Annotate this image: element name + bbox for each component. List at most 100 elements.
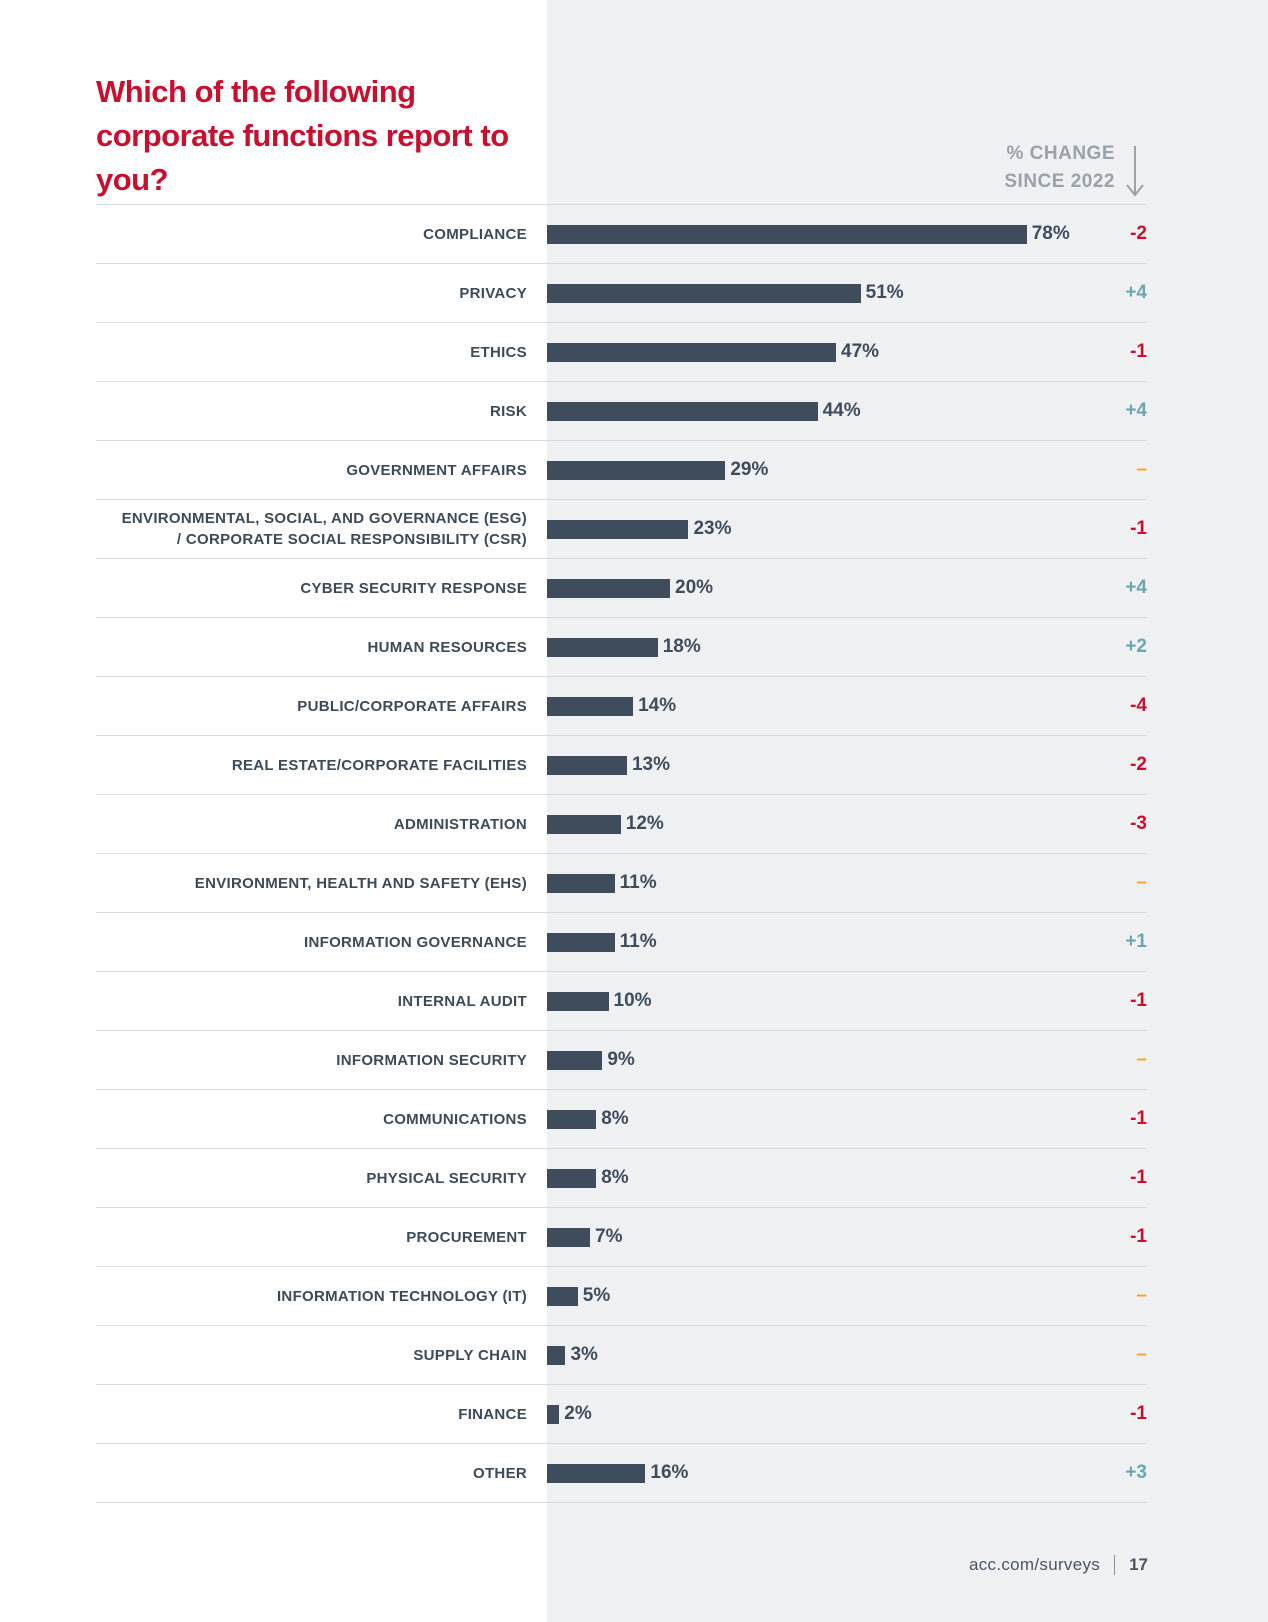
change-value: –: [1136, 1344, 1147, 1365]
change-value: +1: [1125, 931, 1147, 952]
category-label: INFORMATION SECURITY: [336, 1051, 527, 1069]
bar: [547, 933, 615, 952]
value-label: 20%: [675, 577, 714, 598]
change-value: –: [1136, 1285, 1147, 1306]
category-label: INFORMATION TECHNOLOGY (IT): [276, 1287, 527, 1305]
category-label: ETHICS: [470, 343, 527, 361]
bar: [547, 461, 726, 480]
category-label: REAL ESTATE/CORPORATE FACILITIES: [231, 756, 527, 774]
category-label: PHYSICAL SECURITY: [366, 1169, 527, 1187]
value-label: 8%: [601, 1108, 629, 1129]
category-label: GOVERNMENT AFFAIRS: [346, 461, 527, 479]
bar: [547, 1287, 578, 1306]
value-label: 10%: [613, 990, 652, 1011]
change-value: -2: [1130, 754, 1147, 775]
bar: [547, 1110, 597, 1129]
category-label: ADMINISTRATION: [393, 815, 527, 833]
change-header-line-1: % CHANGE: [1006, 143, 1115, 164]
category-label: INFORMATION GOVERNANCE: [304, 933, 527, 951]
chart-background-panel: [547, 0, 1268, 1622]
category-label: COMMUNICATIONS: [383, 1110, 527, 1128]
change-value: -1: [1130, 1167, 1147, 1188]
chart-row: INFORMATION TECHNOLOGY (IT) 5% –: [96, 1267, 1147, 1326]
bar: [547, 225, 1027, 244]
category-label: PUBLIC/CORPORATE AFFAIRS: [297, 697, 527, 715]
chart-row: CYBER SECURITY RESPONSE 20% +4: [96, 559, 1147, 618]
change-column-header: % CHANGE SINCE 2022: [960, 140, 1115, 196]
value-label: 2%: [564, 1403, 592, 1424]
footer-url[interactable]: acc.com/surveys: [968, 1555, 1101, 1574]
category-label: PROCUREMENT: [406, 1228, 527, 1246]
value-label: 16%: [650, 1462, 689, 1483]
chart-row: COMPLIANCE 78% -2: [96, 205, 1147, 264]
change-value: -2: [1130, 223, 1147, 244]
category-label: RISK: [489, 402, 527, 420]
value-label: 11%: [619, 931, 657, 952]
chart-row: ETHICS 47% -1: [96, 323, 1147, 382]
category-label: HUMAN RESOURCES: [367, 638, 527, 656]
category-label: CYBER SECURITY RESPONSE: [300, 579, 527, 597]
change-value: +4: [1125, 400, 1147, 421]
change-value: -1: [1130, 1403, 1147, 1424]
chart-row: GOVERNMENT AFFAIRS 29% –: [96, 441, 1147, 500]
value-label: 3%: [570, 1344, 598, 1365]
bar: [547, 1346, 566, 1365]
bar: [547, 579, 670, 598]
category-label: COMPLIANCE: [423, 225, 527, 243]
chart-row: PUBLIC/CORPORATE AFFAIRS 14% -4: [96, 677, 1147, 736]
change-value: +4: [1125, 577, 1147, 598]
category-label: SUPPLY CHAIN: [413, 1346, 527, 1364]
chart-row: PRIVACY 51% +4: [96, 264, 1147, 323]
change-value: –: [1136, 1049, 1147, 1070]
chart-row: FINANCE 2% -1: [96, 1385, 1147, 1444]
bar: [547, 1405, 560, 1424]
category-label: ENVIRONMENTAL, SOCIAL, AND GOVERNANCE (E…: [121, 510, 527, 548]
bar: [547, 1051, 603, 1070]
value-label: 13%: [631, 754, 670, 775]
value-label: 18%: [662, 636, 701, 657]
chart-row: INFORMATION GOVERNANCE 11% +1: [96, 913, 1147, 972]
bar: [547, 402, 818, 421]
category-label: OTHER: [473, 1464, 527, 1482]
value-label: 9%: [607, 1049, 635, 1070]
page-number: 17: [1129, 1555, 1148, 1574]
value-label: 12%: [625, 813, 664, 834]
change-value: -1: [1130, 990, 1147, 1011]
footer-divider: [1114, 1555, 1116, 1575]
bar: [547, 874, 615, 893]
chart-row: ADMINISTRATION 12% -3: [96, 795, 1147, 854]
change-value: -1: [1130, 341, 1147, 362]
change-value: –: [1136, 459, 1147, 480]
value-label: 78%: [1031, 223, 1070, 244]
category-label: FINANCE: [458, 1405, 527, 1423]
change-value: +2: [1125, 636, 1147, 657]
bar: [547, 992, 609, 1011]
category-label: ENVIRONMENT, HEALTH AND SAFETY (EHS): [194, 874, 527, 892]
bar: [547, 815, 621, 834]
bar: [547, 1464, 646, 1483]
change-value: -1: [1130, 518, 1147, 539]
bar: [547, 343, 837, 362]
change-value: +3: [1125, 1462, 1147, 1483]
chart-row: PHYSICAL SECURITY 8% -1: [96, 1149, 1147, 1208]
bar: [547, 756, 627, 775]
change-value: -1: [1130, 1226, 1147, 1247]
chart-title: Which of the following corporate functio…: [96, 74, 509, 197]
change-value: –: [1136, 872, 1147, 893]
value-label: 8%: [601, 1167, 629, 1188]
chart-row: INFORMATION SECURITY 9% –: [96, 1031, 1147, 1090]
bar: [547, 638, 658, 657]
change-value: -1: [1130, 1108, 1147, 1129]
chart-row: PROCUREMENT 7% -1: [96, 1208, 1147, 1267]
change-value: -3: [1130, 813, 1147, 834]
change-value: +4: [1125, 282, 1147, 303]
value-label: 14%: [638, 695, 677, 716]
value-label: 11%: [619, 872, 657, 893]
value-label: 47%: [841, 341, 880, 362]
change-value: -4: [1130, 695, 1147, 716]
value-label: 7%: [595, 1226, 623, 1247]
value-label: 5%: [582, 1285, 611, 1306]
chart-row: RISK 44% +4: [96, 382, 1147, 441]
arrow-down-icon: [1126, 146, 1144, 197]
value-label: 44%: [822, 400, 861, 421]
